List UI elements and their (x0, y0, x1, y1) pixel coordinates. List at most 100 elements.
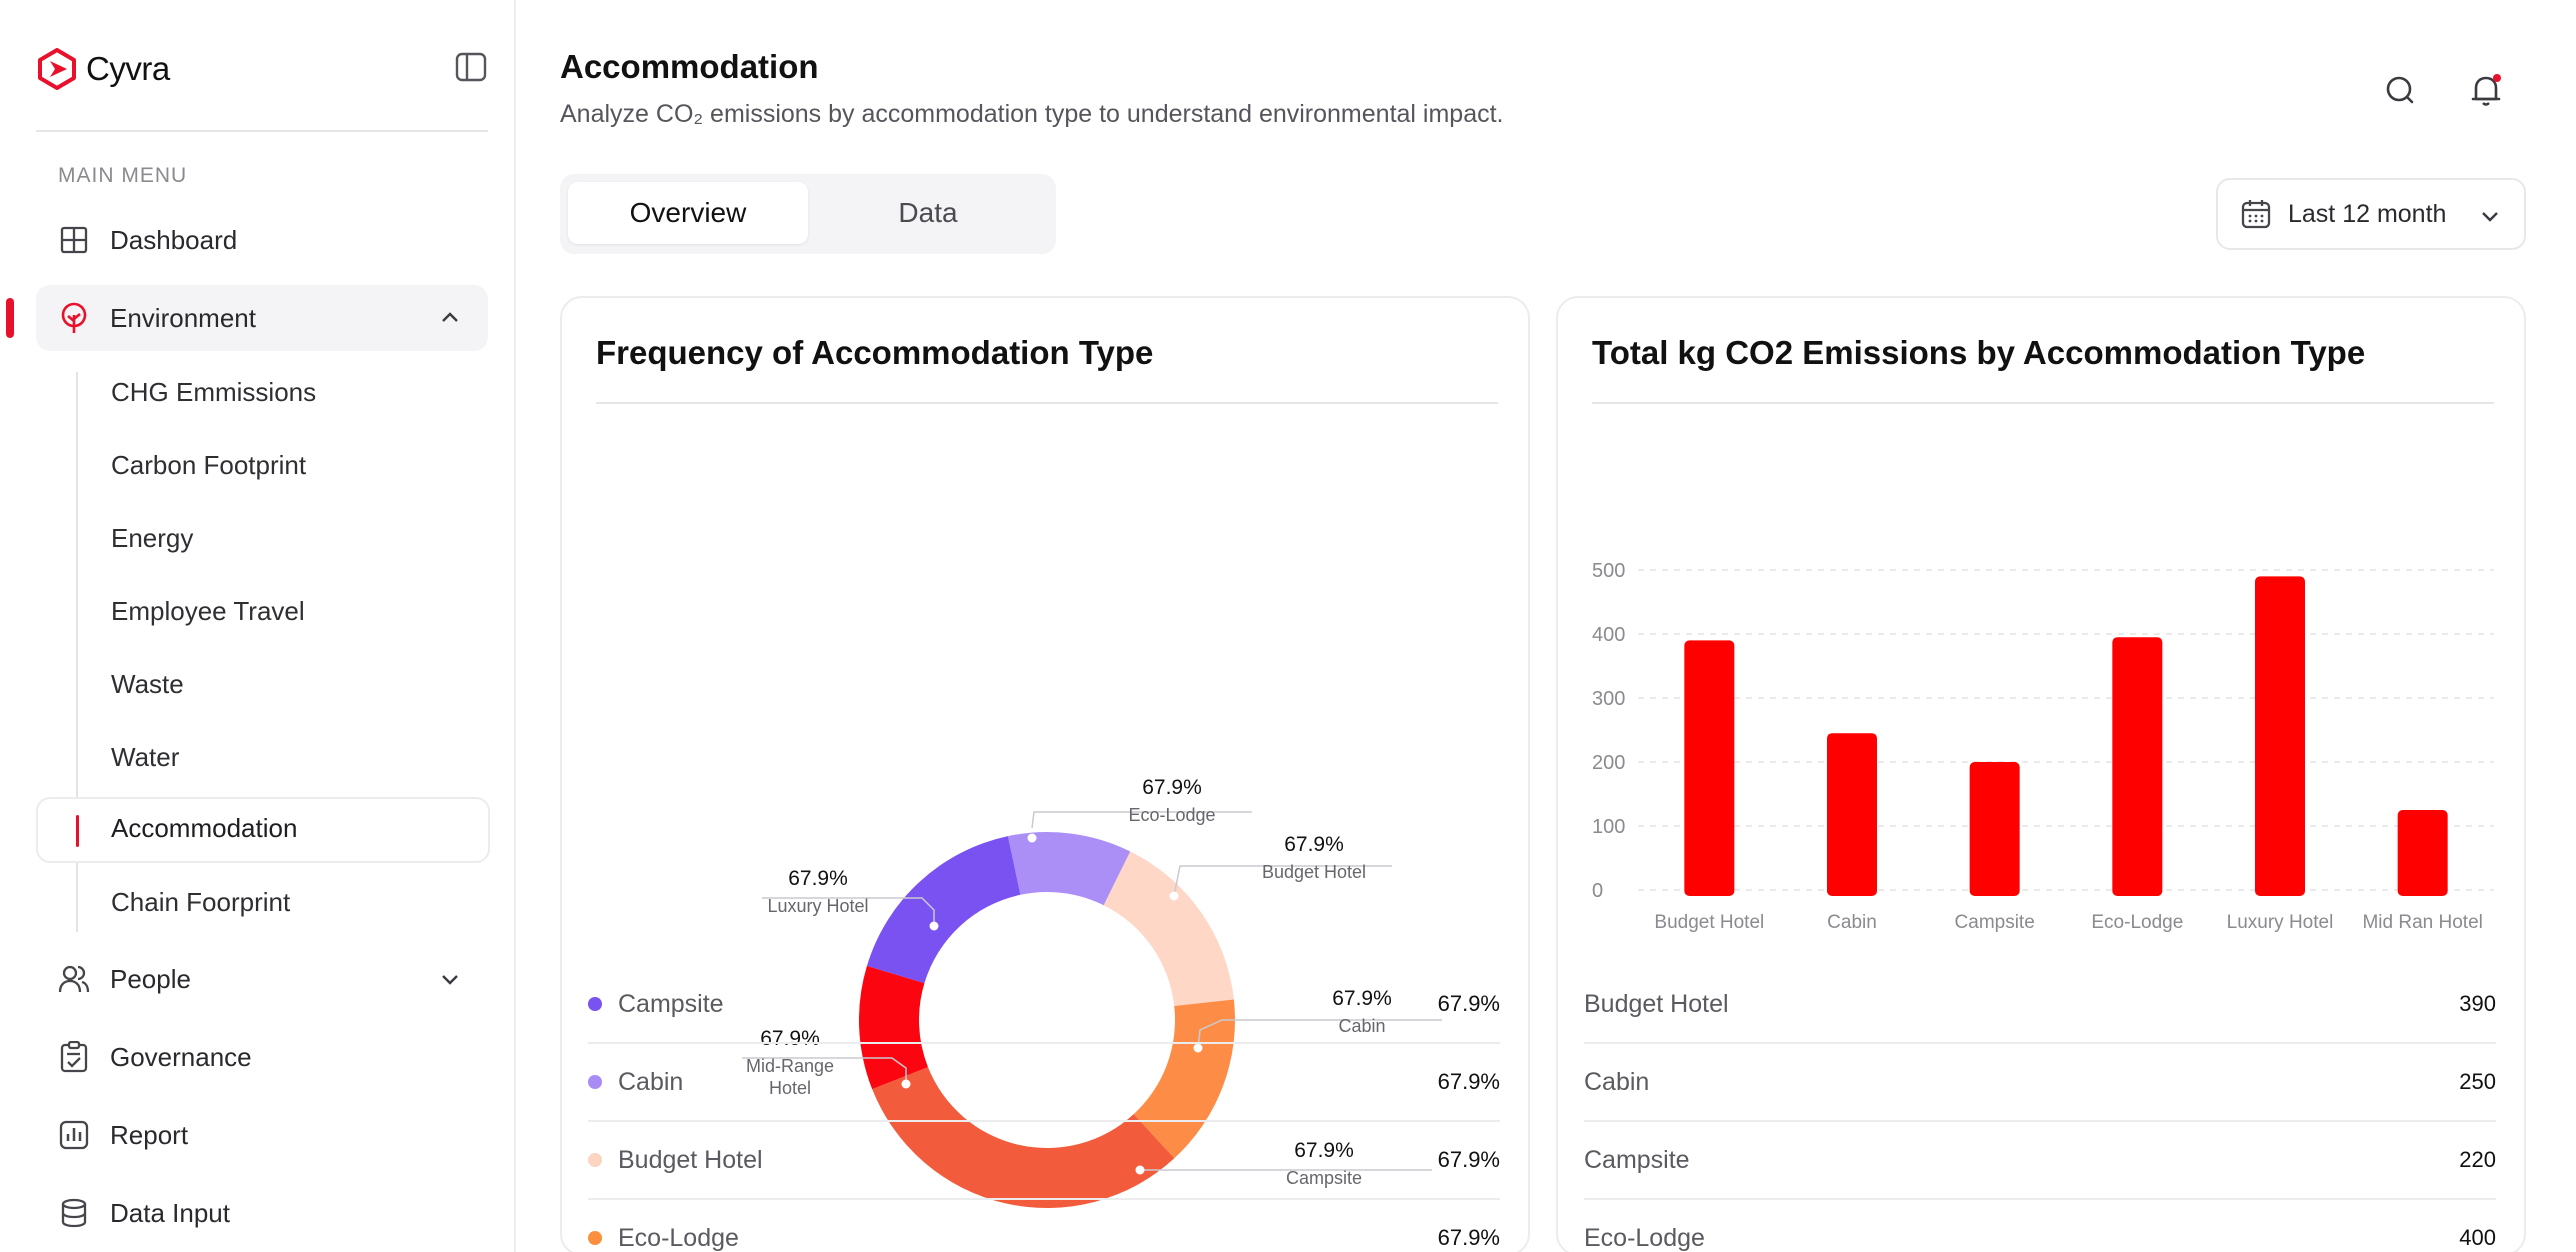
callout-campsite-pct: 67.9% (1294, 1139, 1354, 1162)
legend-value: 67.9% (1437, 1225, 1500, 1250)
callout-ecolodge-label: Eco-Lodge (1128, 805, 1215, 825)
legend-name: Budget Hotel (618, 1145, 763, 1174)
sidebar-item-dashboard[interactable]: Dashboard (36, 207, 488, 273)
y-tick-label: 0 (1592, 880, 1603, 902)
legend-name: Campsite (618, 989, 724, 1018)
y-tick-label: 500 (1592, 560, 1625, 582)
sidebar: Cyvra MAIN MENU Dashboard Environment CH… (0, 0, 516, 1252)
sidebar-divider (36, 130, 488, 132)
sidebar-item-report[interactable]: Report (36, 1102, 488, 1168)
card-divider (596, 402, 1498, 404)
search-icon[interactable] (2380, 70, 2420, 110)
callout-budget-label: Budget Hotel (1262, 862, 1366, 882)
callout-dot (929, 921, 939, 931)
x-tick-label: Eco-Lodge (2091, 912, 2183, 933)
callout-budget-pct: 67.9% (1284, 833, 1344, 856)
donut-slice-luxury-hotel[interactable] (866, 836, 1021, 984)
chevron-up-icon[interactable] (438, 306, 462, 330)
legend-dot (588, 997, 602, 1011)
legend-row: Budget Hotel 390 (1584, 966, 2496, 1044)
legend-row: Cabin 67.9% (588, 1044, 1500, 1122)
legend-row: Cabin 250 (1584, 1044, 2496, 1122)
donut-slice-campsite[interactable] (872, 1067, 1175, 1208)
card-title: Frequency of Accommodation Type (596, 334, 1154, 371)
bar-chart-icon (58, 1119, 90, 1151)
callout-campsite-label: Campsite (1286, 1168, 1362, 1188)
bar-luxury-hotel[interactable] (2255, 576, 2305, 896)
active-indicator (6, 298, 14, 338)
legend-dot (588, 1153, 602, 1167)
chevron-down-icon (2482, 212, 2498, 222)
frequency-card: Frequency of Accommodation Type 67.9% Ec… (560, 296, 1530, 1252)
legend-value: 67.9% (1437, 1069, 1500, 1094)
bar-campsite[interactable] (1969, 762, 2020, 896)
bar-budget-hotel[interactable] (1684, 640, 1735, 896)
submenu-item-accommodation[interactable]: Accommodation (36, 797, 490, 863)
tree-icon (58, 302, 90, 334)
legend-value: 220 (2459, 1147, 2496, 1172)
donut-slice-cabin[interactable] (1133, 999, 1235, 1159)
view-tabs: Overview Data (560, 174, 1056, 254)
callout-midrange-pct: 67.9% (760, 1027, 820, 1050)
x-tick-label: Mid Ran Hotel (2362, 912, 2482, 933)
tab-data[interactable]: Data (898, 197, 958, 228)
main-menu-caption: MAIN MENU (58, 164, 188, 187)
legend-value: 67.9% (1437, 991, 1500, 1016)
bell-icon[interactable] (2466, 70, 2506, 110)
date-range-value: Last 12 month (2288, 199, 2447, 228)
sidebar-item-people[interactable]: People (36, 946, 488, 1012)
donut-slice-budget-hotel[interactable] (1103, 851, 1234, 1007)
legend-row: Eco-Lodge 67.9% (588, 1200, 1500, 1252)
submenu-item-water[interactable]: Water (111, 741, 180, 772)
callout-luxury-label: Luxury Hotel (767, 896, 868, 916)
submenu-item-waste[interactable]: Waste (111, 668, 184, 699)
y-tick-label: 100 (1592, 816, 1625, 838)
chevron-down-icon[interactable] (438, 967, 462, 991)
callout-midrange-label-2: Hotel (769, 1078, 811, 1098)
bar-cabin[interactable] (1827, 733, 1877, 896)
callout-dot (1027, 833, 1037, 843)
sidebar-item-data-input[interactable]: Data Input (36, 1180, 488, 1246)
sidebar-item-label: Report (110, 1119, 189, 1150)
sidebar-toggle-icon[interactable] (454, 50, 488, 84)
legend-row: Campsite 220 (1584, 1122, 2496, 1200)
legend-name: Budget Hotel (1584, 989, 1729, 1018)
database-icon (58, 1197, 90, 1229)
tab-overview[interactable]: Overview (568, 182, 808, 244)
clipboard-check-icon (58, 1041, 90, 1073)
y-tick-label: 300 (1592, 688, 1625, 710)
x-tick-label: Budget Hotel (1654, 912, 1764, 933)
submenu-item-carbon-footprint[interactable]: Carbon Footprint (111, 449, 307, 480)
submenu-item-chg-emissions[interactable]: CHG Emmissions (111, 376, 317, 407)
sidebar-item-label: People (110, 963, 191, 994)
date-range-select[interactable]: Last 12 month (2216, 178, 2526, 250)
calendar-icon (2241, 200, 2271, 229)
legend-value: 390 (2459, 991, 2496, 1016)
submenu-item-energy[interactable]: Energy (111, 522, 194, 553)
submenu-guide-line (76, 372, 78, 932)
legend-row: Budget Hotel 67.9% (588, 1122, 1500, 1200)
legend-row: Campsite 67.9% (588, 966, 1500, 1044)
x-tick-label: Cabin (1827, 912, 1877, 933)
bar-eco-lodge[interactable] (2112, 637, 2163, 896)
callout-luxury-pct: 67.9% (788, 867, 848, 890)
bar-chart: 0 100 200 300 400 500 Budget Hotel Cabin Campsit… (1592, 560, 2494, 933)
donut-slice-eco-lodge[interactable] (1007, 832, 1131, 906)
x-tick-label: Luxury Hotel (2227, 912, 2334, 933)
sidebar-item-label: Data Input (110, 1197, 230, 1228)
sidebar-item-label: Governance (110, 1041, 252, 1072)
callout-cabin-label: Cabin (1338, 1016, 1385, 1036)
brand-name: Cyvra (86, 50, 170, 87)
sidebar-item-governance[interactable]: Governance (36, 1024, 488, 1090)
callout-dot (1135, 1165, 1145, 1175)
brand-logo[interactable]: Cyvra (36, 44, 488, 94)
logo-icon (38, 48, 76, 90)
sidebar-item-environment[interactable]: Environment (36, 285, 488, 351)
submenu-item-chain-footprint[interactable]: Chain Foorprint (111, 886, 291, 917)
submenu-item-employee-travel[interactable]: Employee Travel (111, 595, 305, 626)
legend-name: Eco-Lodge (1584, 1223, 1705, 1252)
legend-name: Cabin (1584, 1067, 1650, 1096)
callout-dot (1169, 891, 1179, 901)
bar-mid-ran-hotel[interactable] (2397, 810, 2448, 896)
